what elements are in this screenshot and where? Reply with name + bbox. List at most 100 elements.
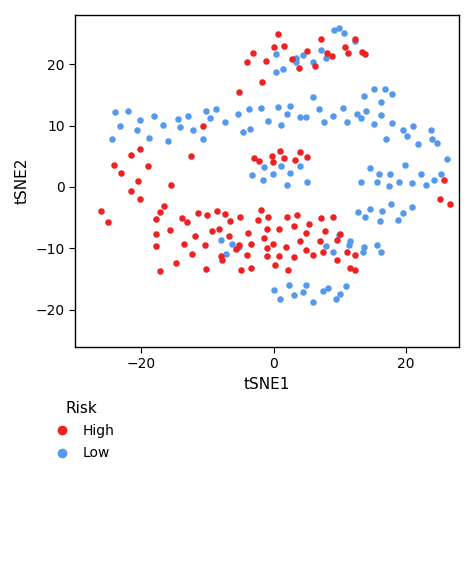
Point bbox=[243, 58, 251, 67]
Point bbox=[271, 43, 278, 52]
Point bbox=[176, 123, 184, 132]
Point bbox=[159, 121, 166, 130]
Point bbox=[225, 232, 233, 241]
Point bbox=[377, 111, 384, 120]
Point bbox=[324, 48, 331, 57]
Point bbox=[409, 121, 417, 130]
Point bbox=[378, 206, 385, 215]
Point bbox=[317, 236, 324, 245]
Point bbox=[428, 134, 436, 143]
Point bbox=[302, 246, 310, 255]
Point bbox=[109, 134, 116, 143]
Point bbox=[137, 144, 144, 153]
Point bbox=[222, 249, 229, 259]
Point bbox=[389, 89, 396, 98]
Point bbox=[322, 241, 330, 250]
Point bbox=[329, 248, 337, 257]
Point bbox=[136, 115, 144, 124]
Point bbox=[339, 103, 347, 112]
Point bbox=[272, 49, 279, 58]
Point bbox=[273, 67, 280, 77]
Point bbox=[283, 109, 291, 119]
Point bbox=[288, 54, 296, 64]
X-axis label: tSNE1: tSNE1 bbox=[244, 376, 290, 392]
Point bbox=[361, 213, 369, 222]
Point bbox=[360, 91, 367, 100]
Point bbox=[239, 128, 246, 137]
Point bbox=[329, 111, 337, 120]
Point bbox=[245, 104, 252, 113]
Point bbox=[443, 155, 450, 164]
Point bbox=[164, 137, 172, 146]
Point bbox=[381, 84, 389, 93]
Point bbox=[249, 49, 257, 58]
Point bbox=[221, 118, 228, 127]
Point bbox=[396, 177, 403, 186]
Point bbox=[325, 283, 332, 292]
Point bbox=[274, 102, 282, 111]
Point bbox=[311, 61, 319, 70]
Point bbox=[280, 41, 287, 50]
Point bbox=[248, 171, 255, 180]
Point bbox=[315, 104, 323, 113]
Point bbox=[209, 227, 216, 236]
Point bbox=[283, 212, 291, 221]
Point bbox=[292, 53, 300, 62]
Point bbox=[328, 52, 336, 61]
Point bbox=[127, 187, 135, 196]
Point bbox=[371, 85, 378, 94]
Point bbox=[302, 280, 310, 289]
Point bbox=[376, 216, 383, 225]
Point bbox=[110, 160, 118, 169]
Point bbox=[302, 113, 310, 122]
Legend: High, Low: High, Low bbox=[44, 397, 118, 464]
Point bbox=[152, 230, 160, 239]
Point bbox=[133, 126, 141, 135]
Point bbox=[343, 118, 351, 127]
Point bbox=[361, 49, 369, 58]
Point bbox=[243, 250, 251, 259]
Point bbox=[408, 178, 416, 187]
Point bbox=[219, 256, 226, 265]
Point bbox=[228, 239, 235, 248]
Point bbox=[374, 241, 381, 250]
Point bbox=[258, 205, 265, 214]
Point bbox=[437, 194, 444, 204]
Point bbox=[174, 115, 182, 124]
Point bbox=[270, 285, 277, 294]
Point bbox=[152, 242, 160, 251]
Point bbox=[293, 210, 301, 219]
Point bbox=[254, 215, 262, 225]
Point bbox=[286, 101, 294, 111]
Point bbox=[184, 112, 191, 121]
Point bbox=[386, 170, 394, 179]
Point bbox=[360, 243, 368, 252]
Point bbox=[377, 98, 384, 107]
Point bbox=[362, 107, 370, 116]
Point bbox=[317, 213, 325, 222]
Point bbox=[333, 235, 341, 244]
Point bbox=[422, 181, 429, 190]
Point bbox=[183, 217, 191, 226]
Point bbox=[320, 117, 328, 126]
Point bbox=[105, 217, 112, 226]
Point bbox=[375, 170, 383, 179]
Point bbox=[319, 248, 327, 257]
Point bbox=[263, 244, 271, 253]
Point bbox=[400, 208, 407, 217]
Point bbox=[357, 177, 365, 187]
Point bbox=[264, 116, 272, 125]
Point bbox=[303, 46, 310, 55]
Point bbox=[342, 281, 350, 290]
Point bbox=[168, 180, 175, 189]
Point bbox=[292, 57, 300, 66]
Point bbox=[221, 209, 229, 218]
Point bbox=[204, 210, 211, 219]
Point bbox=[272, 260, 279, 269]
Point bbox=[358, 47, 366, 56]
Point bbox=[355, 208, 362, 217]
Point bbox=[346, 236, 353, 245]
Point bbox=[262, 57, 269, 66]
Point bbox=[280, 154, 288, 163]
Point bbox=[430, 175, 438, 184]
